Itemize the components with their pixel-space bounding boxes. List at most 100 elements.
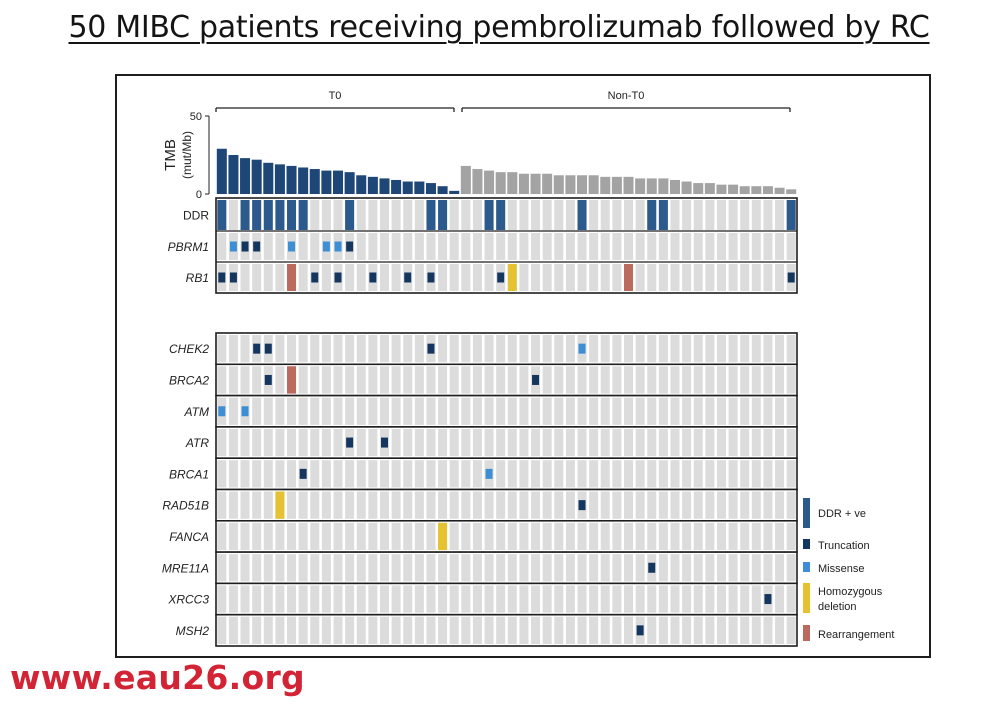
track-cell bbox=[414, 264, 424, 291]
legend-swatch-truncation bbox=[803, 539, 810, 549]
track-cell bbox=[693, 264, 703, 291]
track-cell bbox=[275, 522, 285, 551]
track-cell bbox=[740, 335, 750, 363]
tmb-bar bbox=[414, 181, 425, 194]
track-cell bbox=[554, 428, 564, 457]
track-cell bbox=[449, 200, 459, 230]
track-cell bbox=[763, 491, 773, 519]
track-cell bbox=[542, 616, 552, 644]
tmb-bar bbox=[286, 165, 297, 194]
legend-label-rearrangement: Rearrangement bbox=[818, 629, 894, 641]
track-cell bbox=[507, 200, 517, 230]
truncation-mark bbox=[578, 500, 586, 511]
track-cell bbox=[426, 491, 436, 519]
track-cell bbox=[333, 460, 343, 488]
ddr-positive-mark bbox=[287, 200, 297, 230]
tmb-bar bbox=[577, 175, 588, 194]
track-cell bbox=[658, 491, 668, 519]
track-cell bbox=[368, 616, 378, 644]
track-cell bbox=[507, 366, 517, 394]
track-cell bbox=[333, 335, 343, 363]
tmb-bar bbox=[379, 178, 390, 194]
track-cell bbox=[461, 585, 471, 613]
track-cell bbox=[600, 428, 610, 457]
track-cell bbox=[577, 366, 587, 394]
truncation-mark bbox=[264, 374, 272, 385]
track-cell bbox=[310, 397, 320, 425]
track-cell bbox=[647, 428, 657, 457]
truncation-mark bbox=[369, 272, 377, 283]
truncation-mark bbox=[427, 343, 435, 354]
track-cell bbox=[263, 616, 273, 644]
track-cell bbox=[740, 233, 750, 260]
track-cell bbox=[682, 366, 692, 394]
track-cell bbox=[728, 200, 738, 230]
track-cell bbox=[728, 264, 738, 291]
track-cell bbox=[600, 366, 610, 394]
track-cell bbox=[577, 428, 587, 457]
track-cell bbox=[519, 460, 529, 488]
track-cell bbox=[635, 491, 645, 519]
track-cell bbox=[414, 366, 424, 394]
track-cell bbox=[321, 616, 331, 644]
track-cell bbox=[414, 616, 424, 644]
track-cell bbox=[391, 233, 401, 260]
tmb-bar bbox=[402, 181, 413, 194]
track-cell bbox=[612, 554, 622, 582]
track-cell bbox=[414, 491, 424, 519]
track-cell bbox=[740, 264, 750, 291]
track-cell bbox=[240, 460, 250, 488]
track-cell bbox=[589, 264, 599, 291]
track-cell bbox=[345, 460, 355, 488]
track-cell bbox=[612, 522, 622, 551]
track-cell bbox=[368, 554, 378, 582]
truncation-mark bbox=[253, 241, 261, 252]
track-cell bbox=[670, 233, 680, 260]
track-cell bbox=[786, 335, 796, 363]
track-cell bbox=[775, 554, 785, 582]
ddr-positive-mark bbox=[647, 200, 657, 230]
track-cell bbox=[368, 428, 378, 457]
track-cell bbox=[589, 200, 599, 230]
track-cell bbox=[751, 335, 761, 363]
tmb-y-tick-label: 0 bbox=[196, 189, 202, 201]
track-cell bbox=[624, 428, 634, 457]
track-cell bbox=[391, 335, 401, 363]
truncation-mark bbox=[636, 625, 644, 636]
track-cell bbox=[414, 335, 424, 363]
track-cell bbox=[507, 335, 517, 363]
track-cell bbox=[682, 200, 692, 230]
track-cell bbox=[287, 554, 297, 582]
track-cell bbox=[461, 233, 471, 260]
track-cell bbox=[507, 460, 517, 488]
track-cell bbox=[333, 428, 343, 457]
track-cell bbox=[379, 616, 389, 644]
track-cell bbox=[345, 366, 355, 394]
track-cell bbox=[647, 616, 657, 644]
track-cell bbox=[565, 335, 575, 363]
track-cell bbox=[298, 522, 308, 551]
track-cell bbox=[403, 335, 413, 363]
track-cell bbox=[484, 616, 494, 644]
track-cell bbox=[565, 616, 575, 644]
track-cell bbox=[705, 397, 715, 425]
track-cell bbox=[693, 233, 703, 260]
track-cell bbox=[658, 397, 668, 425]
track-xrcc3: XRCC3 bbox=[167, 582, 798, 616]
track-cell bbox=[484, 428, 494, 457]
track-cell bbox=[484, 366, 494, 394]
group-label-non-t0: Non-T0 bbox=[608, 90, 645, 102]
track-cell bbox=[612, 335, 622, 363]
truncation-mark bbox=[497, 272, 505, 283]
track-cell bbox=[368, 460, 378, 488]
track-cell bbox=[298, 233, 308, 260]
homozygous-deletion-mark bbox=[507, 264, 517, 291]
track-cell bbox=[333, 366, 343, 394]
track-cell bbox=[461, 460, 471, 488]
track-cell bbox=[600, 200, 610, 230]
track-cell bbox=[356, 554, 366, 582]
track-cell bbox=[775, 522, 785, 551]
ddr-positive-mark bbox=[786, 200, 796, 230]
track-cell bbox=[333, 554, 343, 582]
track-cell bbox=[519, 616, 529, 644]
